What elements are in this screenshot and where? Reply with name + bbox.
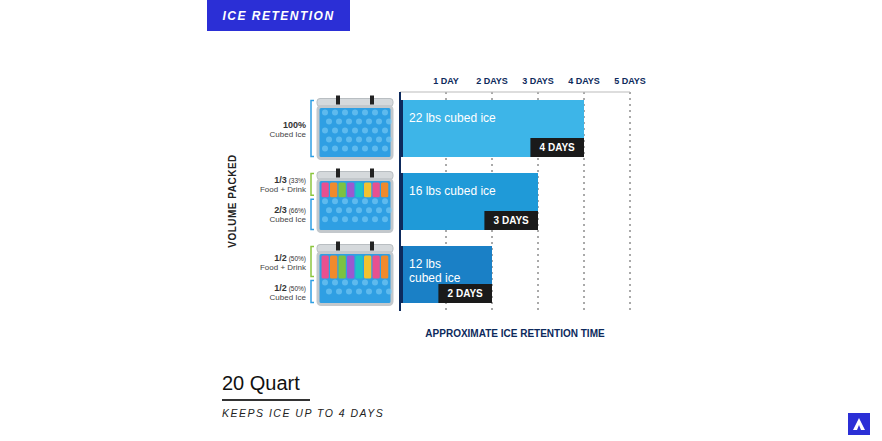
- html-text:APPROXIMATE ICE RETENTION TIME: APPROXIMATE ICE RETENTION TIME: [425, 328, 605, 339]
- svg-text:12 lbs: 12 lbs: [409, 257, 441, 271]
- svg-text:Food + Drink: Food + Drink: [260, 263, 307, 272]
- svg-text:1/2(50%): 1/2(50%): [274, 253, 306, 263]
- html-text:KEEPS ICE UP TO 4 DAYS: KEEPS ICE UP TO 4 DAYS: [222, 407, 385, 419]
- svg-text:Cubed Ice: Cubed Ice: [270, 293, 307, 302]
- html-text:ICE RETENTION: ICE RETENTION: [222, 8, 335, 23]
- svg-text:5 DAYS: 5 DAYS: [614, 76, 646, 86]
- svg-text:1/3(33%): 1/3(33%): [274, 175, 306, 185]
- svg-text:2/3(66%): 2/3(66%): [274, 205, 306, 215]
- svg-text:1 DAY: 1 DAY: [433, 76, 459, 86]
- svg-text:3 DAYS: 3 DAYS: [494, 215, 530, 226]
- svg-text:1/2(50%): 1/2(50%): [274, 283, 306, 293]
- svg-text:3 DAYS: 3 DAYS: [522, 76, 554, 86]
- svg-text:4 DAYS: 4 DAYS: [540, 142, 576, 153]
- html-text:20 Quart: 20 Quart: [222, 372, 300, 394]
- svg-text:4 DAYS: 4 DAYS: [568, 76, 600, 86]
- svg-text:2 DAYS: 2 DAYS: [448, 288, 484, 299]
- svg-text:cubed ice: cubed ice: [409, 271, 461, 285]
- html-text:VOLUME PACKED: VOLUME PACKED: [226, 154, 238, 248]
- svg-text:22 lbs cubed ice: 22 lbs cubed ice: [409, 111, 496, 125]
- svg-text:100%: 100%: [283, 120, 306, 130]
- svg-text:Cubed Ice: Cubed Ice: [270, 130, 307, 139]
- svg-text:16 lbs cubed ice: 16 lbs cubed ice: [409, 184, 496, 198]
- svg-text:Cubed Ice: Cubed Ice: [270, 215, 307, 224]
- svg-text:Food + Drink: Food + Drink: [260, 185, 307, 194]
- svg-text:2 DAYS: 2 DAYS: [476, 76, 508, 86]
